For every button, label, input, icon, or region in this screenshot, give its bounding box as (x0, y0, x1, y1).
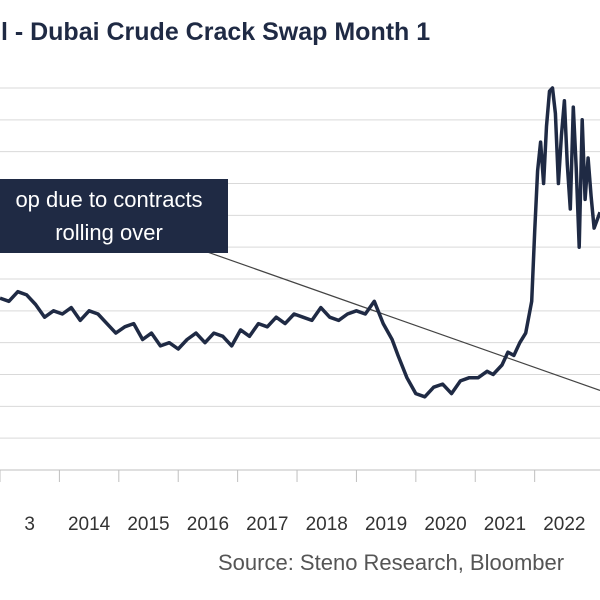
annotation-line-1: op due to contracts (15, 187, 203, 212)
trendline-group (148, 230, 600, 391)
x-tick-label: 2022 (543, 514, 585, 535)
x-tick-label: 2021 (484, 514, 526, 535)
x-tick-label: 3 (24, 514, 35, 535)
source-note: Source: Steno Research, Bloomber (218, 550, 565, 575)
series-group (0, 86, 600, 399)
x-tick-label: 2016 (187, 514, 229, 535)
x-tick-label: 2015 (127, 514, 169, 535)
x-tick-label: 2014 (68, 514, 111, 535)
series-line (0, 86, 600, 399)
gridlines (0, 87, 600, 439)
x-axis-ticks: 3 2014 2015 2016 2017 2018 2019 2020 2021 2022 (0, 470, 585, 535)
chart-title: il - Dubai Crude Crack Swap Month 1 (0, 18, 431, 46)
annotation-line-2: rolling over (55, 220, 163, 245)
x-tick-label: 2018 (306, 514, 348, 535)
annotation-box: op due to contracts rolling over (0, 179, 228, 253)
trendline (148, 230, 600, 391)
x-tick-label: 2020 (424, 514, 466, 535)
x-tick-label: 2017 (246, 514, 288, 535)
x-tick-label: 2019 (365, 514, 407, 535)
